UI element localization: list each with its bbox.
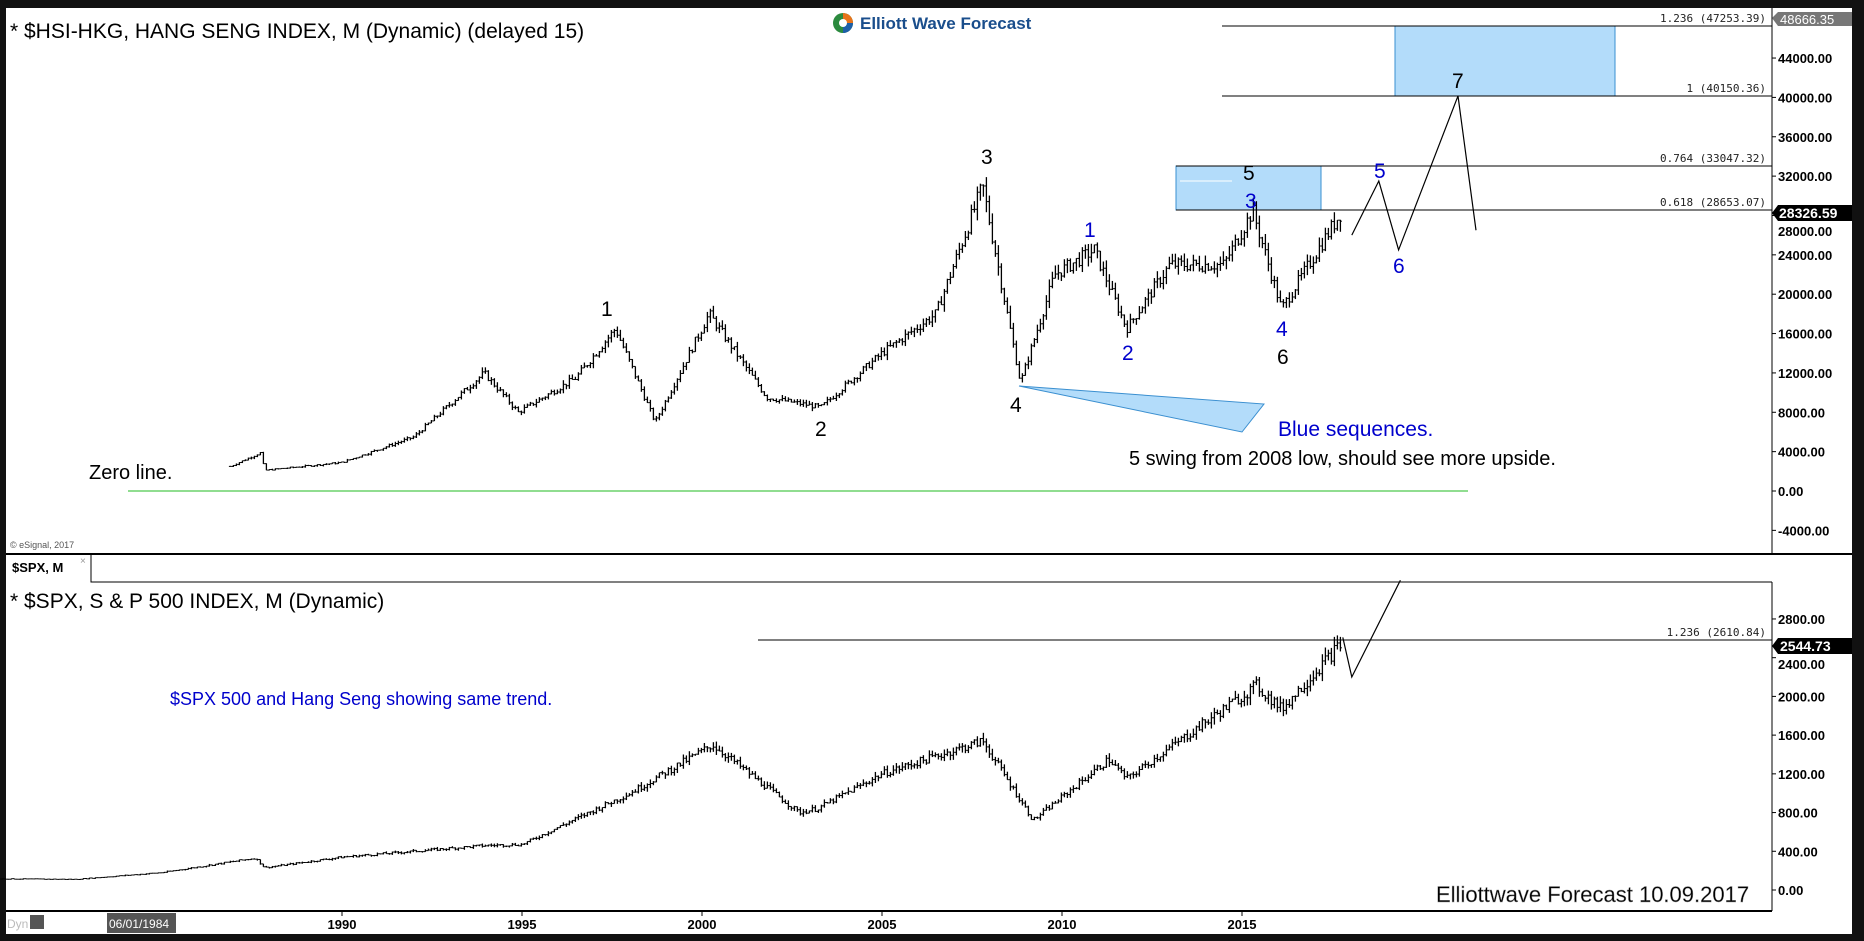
axis-tick-label: 8000.00 <box>1778 405 1825 420</box>
axis-tick-label: 0.00 <box>1778 883 1803 898</box>
axis-tick-label: 40000.00 <box>1778 90 1832 105</box>
axis-tick-label: 44000.00 <box>1778 51 1832 66</box>
wave-label-blue-5: 5 <box>1374 160 1386 183</box>
max-price-value: 48666.35 <box>1780 12 1834 27</box>
year-label: 2005 <box>868 917 897 932</box>
year-label: 1990 <box>328 917 357 932</box>
last-price-tag <box>1772 638 1852 654</box>
wave-label-blue-1: 1 <box>1084 219 1096 242</box>
year-label: 2000 <box>688 917 717 932</box>
top-chart-title: * $HSI-HKG, HANG SENG INDEX, M (Dynamic)… <box>10 20 584 43</box>
fib-label: 1 (40150.36) <box>1687 82 1766 95</box>
axis-tick-label: 24000.00 <box>1778 248 1832 263</box>
tab-close-icon[interactable]: × <box>80 556 86 567</box>
target-box-blue <box>1175 165 1322 211</box>
copyright: © eSignal, 2017 <box>10 540 74 550</box>
year-label: 2010 <box>1048 917 1077 932</box>
axis-tick-label: 16000.00 <box>1778 327 1832 342</box>
axis-tick-label: 1200.00 <box>1778 767 1825 782</box>
logo-icon-center <box>839 19 847 27</box>
wave-label-2: 2 <box>815 418 827 441</box>
time-axis[interactable]: Dyn 06/01/1984 1990 1995 2000 2005 2010 2015 <box>7 911 1256 933</box>
axis-tick-label: 0.00 <box>1778 484 1803 499</box>
axis-tick-label: 2400.00 <box>1778 657 1825 672</box>
fib-label: 0.618 (28653.07) <box>1660 196 1766 209</box>
target-box-wave7 <box>1394 25 1616 97</box>
wave-labels: 1 2 3 4 5 3 1 2 4 6 5 6 7 <box>601 70 1464 441</box>
axis-tick-label: 28000.00 <box>1778 224 1832 239</box>
analysis-comment: 5 swing from 2008 low, should see more u… <box>1129 448 1556 470</box>
hsi-price-bars <box>228 177 1342 471</box>
axis-tick-label: 2800.00 <box>1778 612 1825 627</box>
bottom-chart-title: * $SPX, S & P 500 INDEX, M (Dynamic) <box>10 590 384 613</box>
bottom-price-axis[interactable]: 2800.00 2400.00 2000.00 1600.00 1200.00 800.0… <box>1772 612 1825 898</box>
top-pane[interactable]: 44000.0040000.0036000.0032000.0028000.00… <box>10 8 1852 554</box>
axis-tick-label: 20000.00 <box>1778 287 1832 302</box>
bottom-pane[interactable]: 2800.00 2400.00 2000.00 1600.00 1200.00 800.0… <box>0 579 1852 911</box>
zero-line-label: Zero line. <box>89 462 172 484</box>
wave-label-4: 4 <box>1010 394 1022 417</box>
axis-tick-label: 2000.00 <box>1778 689 1825 704</box>
axis-tick-label: 32000.00 <box>1778 169 1832 184</box>
logo-text: Elliott Wave Forecast <box>860 14 1032 33</box>
cursor-date-box <box>107 913 176 933</box>
wave-label-1: 1 <box>601 298 613 321</box>
axis-tick-label: 12000.00 <box>1778 366 1832 381</box>
correlation-comment: $SPX 500 and Hang Seng showing same tren… <box>170 689 552 709</box>
lock-icon[interactable] <box>30 915 44 929</box>
tab-border <box>90 555 1772 583</box>
axis-tick-label: 1600.00 <box>1778 728 1825 743</box>
wave-label-blue-6: 6 <box>1393 255 1405 278</box>
max-price-tag <box>1772 12 1852 26</box>
cursor-date: 06/01/1984 <box>109 917 169 931</box>
wave-label-7: 7 <box>1452 70 1464 93</box>
top-price-axis[interactable]: 44000.00 40000.00 36000.00 32000.00 28000.00… <box>1772 51 1832 538</box>
wave-label-blue-3: 3 <box>1245 190 1257 213</box>
fib-label: 1.236 (2610.84) <box>1667 626 1766 639</box>
wave-label-5: 5 <box>1243 162 1255 185</box>
fib-label: 0.764 (33047.32) <box>1660 152 1766 165</box>
tab-spx[interactable]: $SPX, M × <box>12 556 86 575</box>
year-label: 1995 <box>508 917 537 932</box>
axis-tick-label: 36000.00 <box>1778 130 1832 145</box>
projection-path <box>1351 95 1477 252</box>
wave-label-blue-2: 2 <box>1122 342 1134 365</box>
fib-label: 1.236 (47253.39) <box>1660 12 1766 25</box>
last-price-tag <box>1772 205 1852 221</box>
fib-levels: 1.236 (47253.39) 1 (40150.36) 0.764 (33047… <box>1176 12 1772 211</box>
wave-label-3: 3 <box>981 146 993 169</box>
projection-path <box>1342 579 1401 679</box>
last-price-value: 28326.59 <box>1779 205 1838 221</box>
last-price-value: 2544.73 <box>1780 638 1831 654</box>
dyn-mode-toggle[interactable]: Dyn <box>7 917 28 931</box>
blue-sequence-triangle <box>1018 385 1265 433</box>
wave-label-6: 6 <box>1277 346 1289 369</box>
axis-tick-label: 4000.00 <box>1778 445 1825 460</box>
axis-tick-label: 800.00 <box>1778 806 1818 821</box>
spx-price-bars <box>0 635 1342 880</box>
year-label: 2015 <box>1228 917 1257 932</box>
tab-label[interactable]: $SPX, M <box>12 560 63 575</box>
axis-tick-label: 400.00 <box>1778 844 1818 859</box>
logo: Elliott Wave Forecast <box>833 13 1032 33</box>
watermark: Elliottwave Forecast 10.09.2017 <box>1436 882 1749 907</box>
wave-label-blue-4: 4 <box>1276 318 1288 341</box>
chart-canvas <box>6 8 1852 934</box>
axis-tick-label: -4000.00 <box>1778 523 1829 538</box>
blue-sequences-label: Blue sequences. <box>1278 418 1433 441</box>
